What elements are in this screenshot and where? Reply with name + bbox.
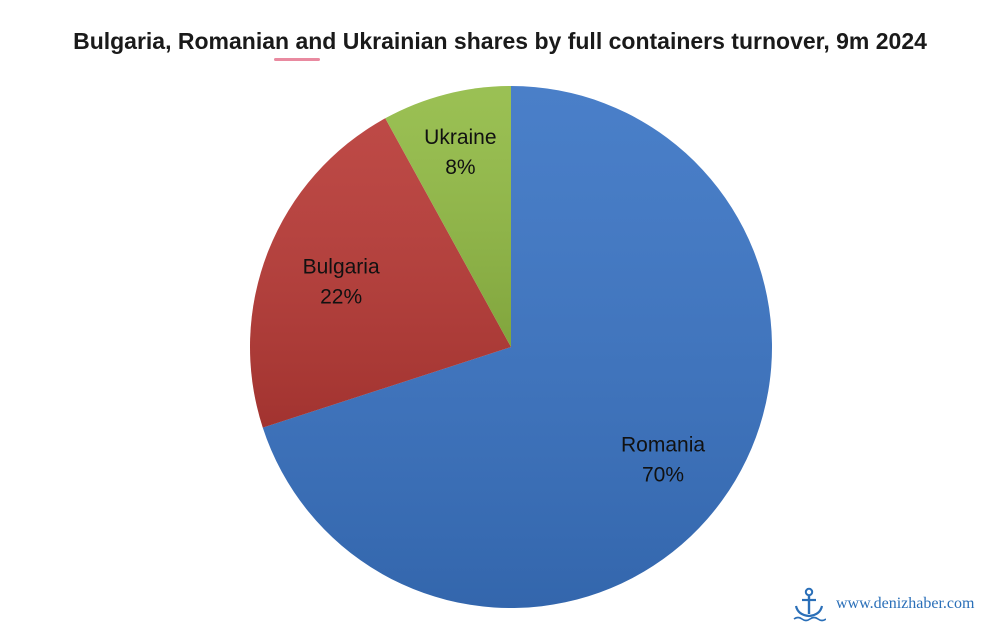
watermark: www.denizhaber.com <box>792 584 974 624</box>
slice-label-romania: Romania <box>621 433 705 456</box>
watermark-text: www.denizhaber.com <box>836 595 975 612</box>
pie-slice-shading <box>385 86 511 347</box>
slice-value-romania: 70% <box>642 463 684 486</box>
slice-value-bulgaria: 22% <box>320 286 362 309</box>
slice-label-bulgaria: Bulgaria <box>303 256 380 279</box>
slice-value-ukraine: 8% <box>445 156 475 179</box>
spellcheck-underline <box>274 58 320 61</box>
pie-slice-shading <box>262 86 773 608</box>
chart-title: Bulgaria, Romanian and Ukrainian shares … <box>73 28 927 54</box>
slice-label-ukraine: Ukraine <box>424 126 496 149</box>
anchor-icon <box>793 587 826 622</box>
pie-slice-shading <box>249 118 511 428</box>
